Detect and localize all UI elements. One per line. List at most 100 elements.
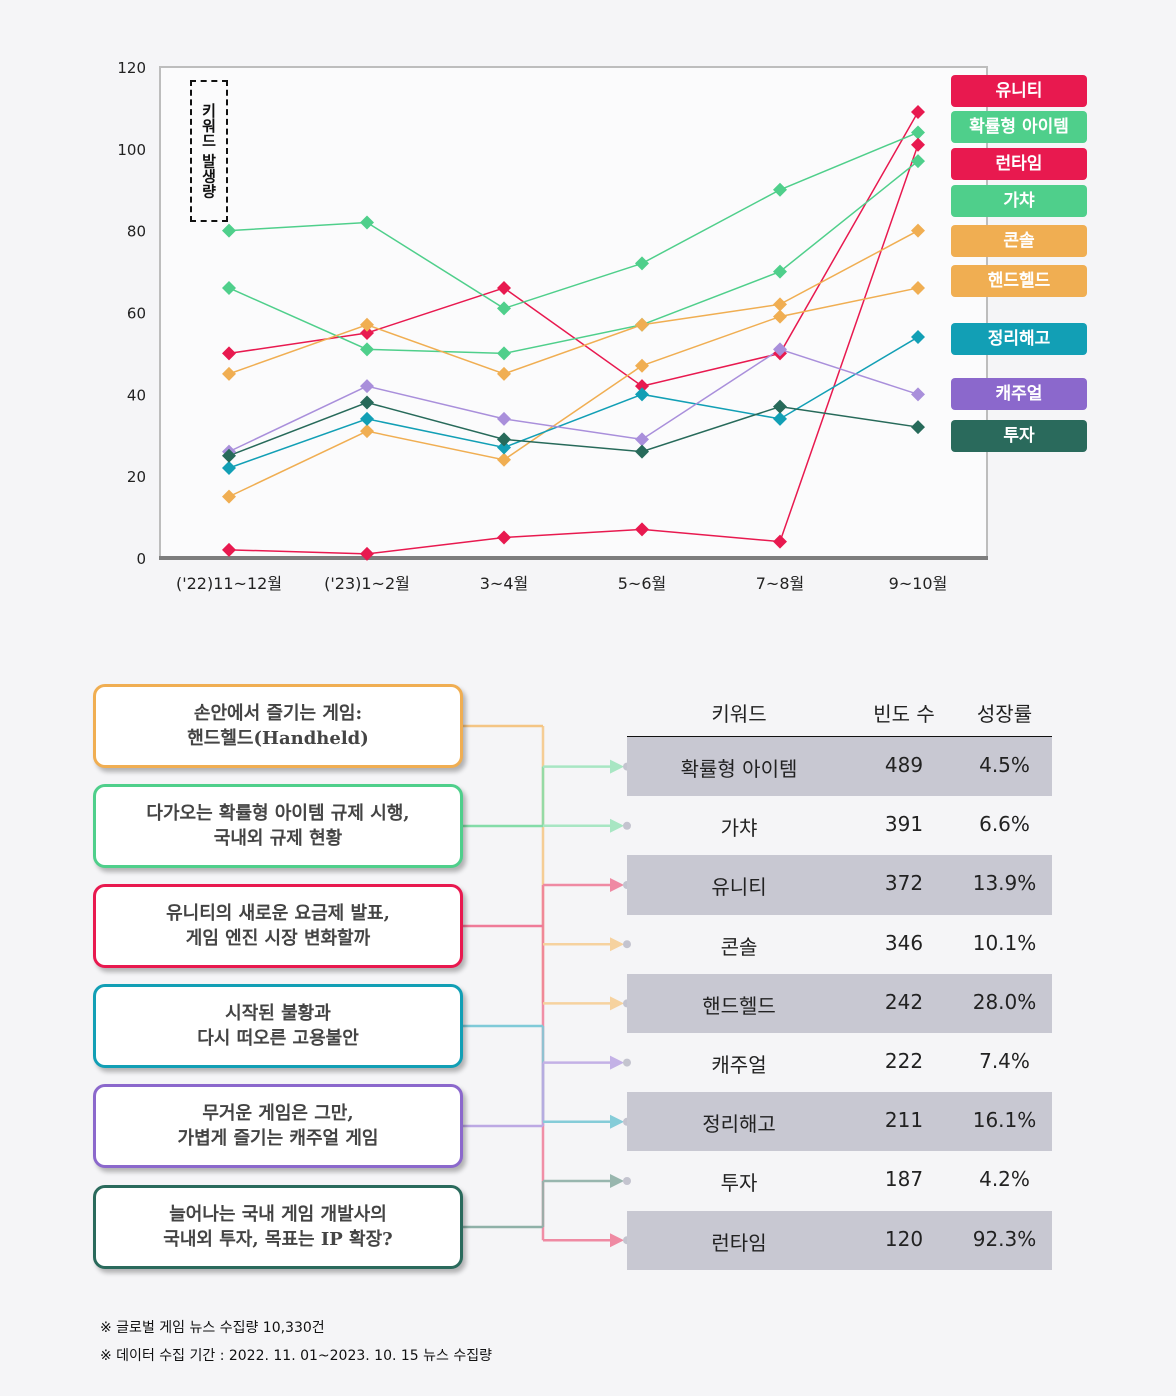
connector-dot xyxy=(623,821,631,830)
table-row: 런타임 120 92.3% xyxy=(627,1210,1052,1270)
x-tick-label: 9~10월 xyxy=(889,574,948,593)
data-point xyxy=(773,399,787,414)
data-point xyxy=(773,342,787,357)
data-point xyxy=(773,297,787,312)
data-point xyxy=(360,325,374,340)
data-point xyxy=(222,223,236,238)
series-line xyxy=(228,336,919,469)
keyword-cell: 콘솔 xyxy=(720,934,758,959)
headline-box: 유니티의 새로운 요금제 발표, 게임 엔진 시장 변화할까 xyxy=(93,884,463,968)
legend-item: 투자 xyxy=(951,420,1087,452)
data-point xyxy=(635,379,649,394)
x-tick-label: 5~6월 xyxy=(618,574,667,593)
growth-cell: 28.0% xyxy=(972,989,1037,1014)
data-point xyxy=(635,387,649,402)
data-point xyxy=(635,358,649,373)
data-point xyxy=(222,489,236,504)
arrow-head-icon xyxy=(610,1174,624,1188)
y-tick-label: 120 xyxy=(117,59,146,77)
series-3 xyxy=(228,160,919,355)
data-point xyxy=(222,460,236,475)
x-tick-label: 3~4월 xyxy=(480,574,529,593)
header-growth: 성장률 xyxy=(976,702,1033,726)
arrow-head-icon xyxy=(610,1114,624,1129)
keyword-cell: 정리해고 xyxy=(702,1112,776,1137)
data-point xyxy=(497,346,511,361)
legend-item: 확률형 아이템 xyxy=(951,111,1087,143)
y-tick-label: 20 xyxy=(127,468,146,486)
keyword-cell: 캐주얼 xyxy=(711,1052,767,1077)
y-tick-label: 100 xyxy=(117,141,146,159)
keyword-cell: 유니티 xyxy=(711,875,767,900)
keyword-cell: 런타임 xyxy=(711,1230,767,1255)
keyword-cell: 투자 xyxy=(720,1171,758,1196)
frequency-cell: 120 xyxy=(884,1226,924,1251)
footnote: ※ 데이터 수집 기간 : 2022. 11. 01~2023. 10. 15 … xyxy=(100,1348,493,1364)
data-point xyxy=(911,223,925,238)
series-line xyxy=(228,401,919,457)
growth-cell: 7.4% xyxy=(979,1048,1030,1073)
frequency-cell: 372 xyxy=(884,871,924,896)
y-axis-label-box: 키워드 발생량 xyxy=(190,80,228,222)
legend-item: 가챠 xyxy=(951,185,1087,217)
series-4 xyxy=(228,230,919,375)
data-point xyxy=(773,411,787,426)
data-point xyxy=(360,317,374,332)
y-tick-label: 0 xyxy=(136,550,146,568)
legend-item: 캐주얼 xyxy=(951,378,1087,410)
series-8 xyxy=(228,401,919,457)
frequency-cell: 242 xyxy=(884,989,924,1014)
data-point xyxy=(360,379,374,394)
arrow-head-icon xyxy=(610,878,624,892)
frequency-cell: 211 xyxy=(884,1108,924,1133)
table-body: 확률형 아이템 489 4.5% 가챠 391 6.6% 유니티 372 13.9% 콘솔 346 1… xyxy=(627,737,1052,1270)
keyword-table: 키워드 빈도 수 성장률 확률형 아이템 489 4.5% 가챠 391 6.6% 유니티 3… xyxy=(627,690,1052,1270)
headline-box: 무거운 게임은 그만, 가볍게 즐기는 캐주얼 게임 xyxy=(93,1084,463,1168)
series-line xyxy=(228,131,919,310)
connector-dot xyxy=(623,1177,631,1185)
series-1 xyxy=(228,131,919,310)
table-row: 콘솔 346 10.1% xyxy=(627,915,1052,974)
series-6 xyxy=(228,336,919,469)
arrow-head-icon xyxy=(610,759,624,774)
series-line xyxy=(228,111,919,387)
frequency-cell: 346 xyxy=(884,930,924,955)
frequency-cell: 489 xyxy=(884,753,924,777)
arrow-head-icon xyxy=(610,1233,624,1248)
frequency-cell: 222 xyxy=(884,1048,924,1073)
data-point xyxy=(222,542,236,557)
data-point xyxy=(360,395,374,410)
series-line xyxy=(228,230,919,375)
data-point xyxy=(635,444,649,459)
data-point xyxy=(773,534,787,549)
data-point xyxy=(773,182,787,197)
data-point xyxy=(360,215,374,230)
data-point xyxy=(773,309,787,324)
data-point xyxy=(635,522,649,537)
headline-box: 손안에서 즐기는 게임: 핸드헬드(Handheld) xyxy=(93,684,463,768)
series-line xyxy=(228,287,919,498)
table-row: 핸드헬드 242 28.0% xyxy=(627,973,1052,1033)
growth-cell: 10.1% xyxy=(972,930,1037,955)
frequency-cell: 187 xyxy=(884,1167,924,1192)
arrow-head-icon xyxy=(610,818,624,833)
data-point xyxy=(635,432,649,447)
y-tick-label: 80 xyxy=(127,223,146,241)
legend-item: 핸드헬드 xyxy=(951,265,1087,297)
data-point xyxy=(360,411,374,426)
data-point xyxy=(497,432,511,447)
data-point xyxy=(497,440,511,455)
plot-area xyxy=(159,66,988,559)
legend-item: 유니티 xyxy=(951,75,1087,107)
series-2 xyxy=(228,144,919,555)
growth-cell: 13.9% xyxy=(972,871,1037,896)
growth-cell: 4.5% xyxy=(979,753,1030,777)
series-5 xyxy=(228,287,919,498)
footnote: ※ 글로벌 게임 뉴스 수집량 10,330건 xyxy=(100,1320,325,1336)
keyword-cell: 가챠 xyxy=(720,816,758,841)
data-point xyxy=(911,387,925,402)
x-tick-label: ('23)1~2월 xyxy=(324,574,410,593)
data-point xyxy=(635,256,649,271)
table-row: 유니티 372 13.9% xyxy=(627,855,1052,915)
